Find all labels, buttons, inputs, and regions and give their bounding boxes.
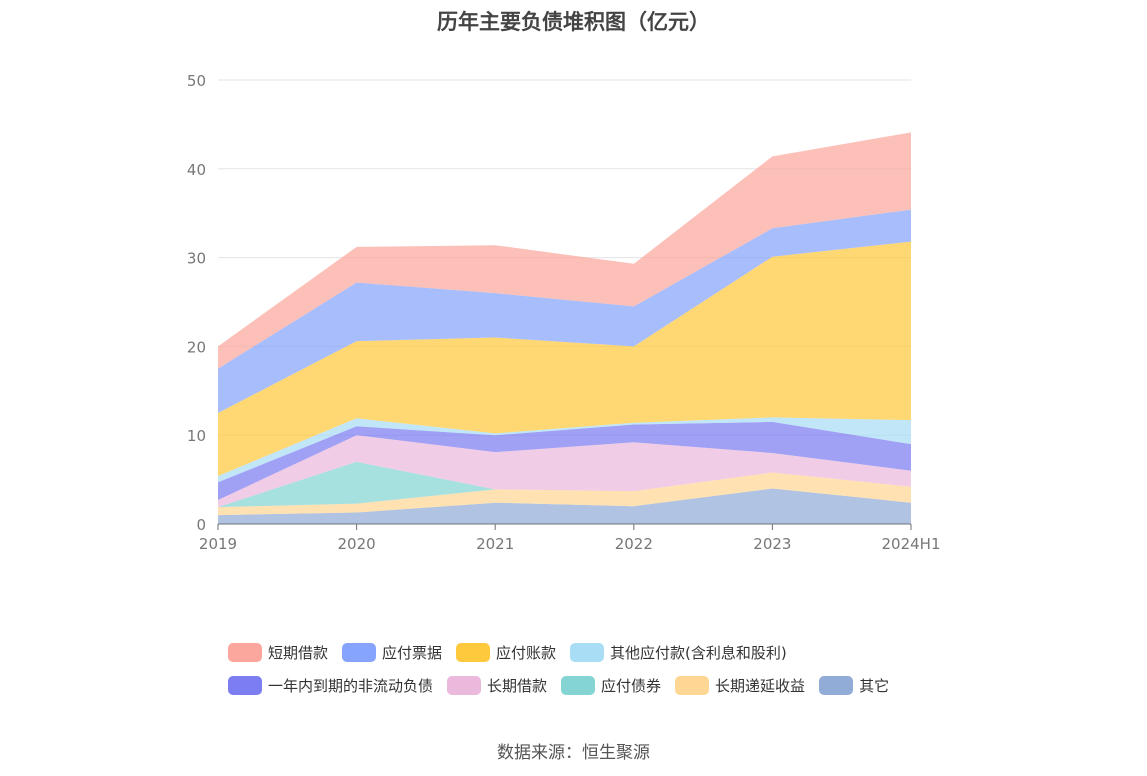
legend-row: 短期借款 应付票据 应付账款 其他应付款(含利息和股利) bbox=[228, 640, 988, 664]
y-tick-label: 0 bbox=[196, 516, 206, 534]
chart-title: 历年主要负债堆积图（亿元） bbox=[437, 10, 710, 34]
legend-item[interactable]: 其他应付款(含利息和股利) bbox=[570, 642, 787, 663]
stacked-area-chart: 0 10 20 30 40 50 2019 2020 2021 2022 2023 2024H1 bbox=[187, 72, 941, 553]
area-应付债券[interactable] bbox=[218, 461, 911, 508]
data-source: 数据来源：恒生聚源 bbox=[497, 743, 650, 763]
y-tick-label: 40 bbox=[187, 161, 206, 179]
axes: 0 10 20 30 40 50 2019 2020 2021 2022 2023 2024H1 bbox=[187, 72, 941, 553]
x-tick-label: 2021 bbox=[476, 535, 514, 553]
legend-swatch bbox=[228, 642, 262, 662]
x-tick-label: 2020 bbox=[338, 535, 376, 553]
legend-swatch bbox=[228, 675, 262, 695]
legend-item[interactable]: 应付票据 bbox=[342, 642, 442, 663]
legend-item[interactable]: 应付账款 bbox=[456, 642, 556, 663]
legend-swatch bbox=[570, 642, 605, 662]
x-tick-label: 2024H1 bbox=[882, 535, 941, 553]
legend-item[interactable]: 一年内到期的非流动负债 bbox=[228, 675, 433, 696]
legend-label: 长期借款 bbox=[487, 676, 548, 695]
legend-item[interactable]: 短期借款 bbox=[228, 642, 328, 663]
legend-item[interactable]: 应付债券 bbox=[561, 675, 661, 696]
area-短期借款[interactable] bbox=[218, 132, 911, 369]
legend-swatch bbox=[342, 642, 377, 662]
area-其他应付款(含利息和股利)[interactable] bbox=[218, 417, 911, 483]
y-tick-label: 10 bbox=[187, 427, 206, 445]
legend-swatch bbox=[675, 675, 710, 695]
y-tick-label: 30 bbox=[187, 250, 206, 268]
legend-swatch bbox=[456, 642, 491, 662]
legend-swatch bbox=[561, 675, 596, 695]
y-tick-label: 50 bbox=[187, 72, 206, 90]
legend-label: 一年内到期的非流动负债 bbox=[268, 676, 434, 695]
x-tick-label: 2022 bbox=[615, 535, 653, 553]
legend-item[interactable]: 其它 bbox=[819, 675, 889, 696]
legend-label: 其他应付款(含利息和股利) bbox=[610, 643, 787, 662]
legend-item[interactable]: 长期借款 bbox=[447, 675, 547, 696]
legend-label: 应付票据 bbox=[382, 643, 443, 662]
area-一年内到期的非流动负债[interactable] bbox=[218, 421, 911, 500]
x-tick-label: 2023 bbox=[753, 535, 791, 553]
area-长期递延收益[interactable] bbox=[218, 472, 911, 516]
legend-label: 长期递延收益 bbox=[715, 676, 806, 695]
area-其它[interactable] bbox=[218, 488, 911, 525]
legend-row: 一年内到期的非流动负债 长期借款 应付债券 长期递延收益 其它 bbox=[228, 673, 988, 697]
area-应付票据[interactable] bbox=[218, 209, 911, 413]
legend: 短期借款 应付票据 应付账款 其他应付款(含利息和股利) 一年内到期的非流动负债 长期借… bbox=[228, 640, 988, 706]
legend-swatch bbox=[447, 675, 482, 695]
legend-label: 短期借款 bbox=[268, 643, 329, 662]
legend-label: 应付债券 bbox=[601, 676, 662, 695]
legend-label: 应付账款 bbox=[496, 643, 557, 662]
area-长期借款[interactable] bbox=[218, 435, 911, 508]
legend-label: 其它 bbox=[859, 676, 890, 695]
area-series bbox=[218, 132, 911, 524]
area-应付账款[interactable] bbox=[218, 241, 911, 476]
y-tick-label: 20 bbox=[187, 338, 206, 356]
legend-swatch bbox=[819, 675, 854, 695]
legend-item[interactable]: 长期递延收益 bbox=[675, 675, 805, 696]
x-tick-label: 2019 bbox=[199, 535, 237, 553]
